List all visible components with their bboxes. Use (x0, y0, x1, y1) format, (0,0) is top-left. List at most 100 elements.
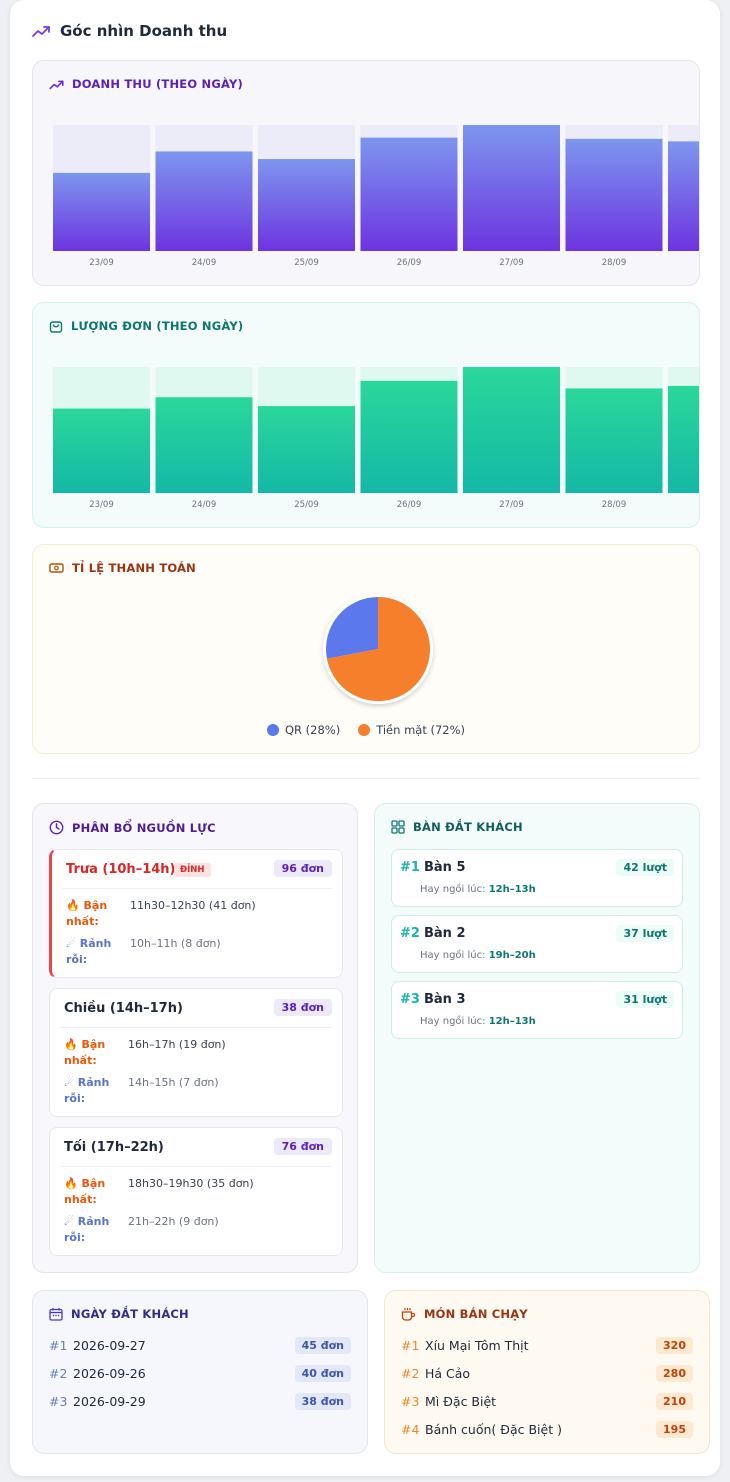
popular-tables-card: BÀN ĐẮT KHÁCH #1 Bàn 5 42 lượt Hay ngồi … (374, 803, 700, 1273)
revenue-bar[interactable] (155, 151, 253, 251)
x-tick-label: 26/09 (397, 258, 422, 268)
busiest-label-text: Bận nhất: (66, 899, 108, 928)
shift-card-afternoon: Chiều (14h–17h) 38 đơn 🔥 Bận nhất: 16h–1… (49, 988, 343, 1117)
table-rank-item[interactable]: #1 Bàn 5 42 lượt Hay ngồi lúc: 12h–13h (391, 849, 683, 907)
shift-name: Tối (17h–22h) (64, 1140, 164, 1155)
table-rank: #1 (400, 860, 420, 875)
x-tick-label: 24/09 (192, 258, 217, 268)
shift-divider (62, 888, 332, 889)
orders-bar[interactable] (53, 408, 150, 493)
dish-name: Há Cảo (425, 1365, 471, 1381)
page-title: Góc nhìn Doanh thu (60, 22, 228, 40)
coffee-cup-icon (401, 1308, 416, 1321)
busiest-value: 16h–17h (19 đơn) (128, 1038, 226, 1051)
table-name: Bàn 2 (424, 926, 466, 941)
busy-day-row[interactable]: #3 2026-09-29 38 đơn (49, 1391, 351, 1411)
shift-order-count: 76 đơn (273, 1138, 332, 1155)
orders-bar[interactable] (155, 397, 253, 493)
best-sellers-header: MÓN BÁN CHẠY (401, 1307, 528, 1321)
idle-label-text: Rảnh rỗi: (64, 1215, 110, 1244)
shift-divider (60, 1166, 332, 1167)
revenue-bar[interactable] (258, 159, 355, 251)
revenue-bar[interactable] (565, 138, 663, 251)
fire-icon: 🔥 (66, 899, 80, 912)
usual-time-value: 12h–13h (488, 1016, 536, 1027)
table-rank-item[interactable]: #3 Bàn 3 31 lượt Hay ngồi lúc: 12h–13h (391, 981, 683, 1039)
peak-badge: ĐỈNH (174, 863, 211, 877)
pie-slice[interactable] (326, 597, 378, 659)
payment-ratio-title: TỈ LỆ THANH TOÁN (72, 561, 196, 575)
table-usual-time: Hay ngồi lúc: 19h–20h (420, 950, 536, 961)
busiest-value: 11h30–12h30 (41 đơn) (130, 899, 256, 912)
revenue-bar[interactable] (463, 125, 560, 251)
busy-day-row[interactable]: #2 2026-09-26 40 đơn (49, 1363, 351, 1383)
table-name: Bàn 5 (424, 860, 466, 875)
trending-up-icon (32, 26, 50, 37)
payment-pie-chart (323, 594, 433, 704)
day-order-count: 38 đơn (294, 1392, 351, 1410)
usual-time-label: Hay ngồi lúc: (420, 1016, 486, 1027)
idle-label: ☄ Rảnh rỗi: (66, 936, 126, 968)
revenue-bar[interactable] (668, 141, 699, 251)
busiest-label: 🔥 Bận nhất: (66, 898, 126, 930)
dish-row[interactable]: #4 Bánh cuốn( Đặc Biệt ) 195 (401, 1419, 693, 1439)
busiest-label: 🔥 Bận nhất: (64, 1176, 124, 1208)
day-rank: #2 (49, 1365, 68, 1381)
shift-name: Chiều (14h–17h) (64, 1001, 183, 1016)
orders-bar[interactable] (258, 406, 355, 493)
revenue-bar[interactable] (360, 137, 458, 251)
x-tick-label: 25/09 (294, 500, 319, 510)
day-rank: #3 (49, 1393, 68, 1409)
x-tick-label: 23/09 (89, 500, 114, 510)
table-visit-count: 42 lượt (616, 859, 674, 876)
busy-day-row[interactable]: #1 2026-09-27 45 đơn (49, 1335, 351, 1355)
dish-rank: #2 (401, 1365, 420, 1381)
day-date: 2026-09-29 (73, 1393, 146, 1409)
page-header: Góc nhìn Doanh thu (32, 22, 227, 40)
x-tick-label: 27/09 (499, 500, 524, 510)
legend-dot-qr (266, 724, 279, 736)
shift-order-count: 38 đơn (273, 999, 332, 1016)
orders-bar[interactable] (565, 388, 663, 493)
relax-icon: ☄ (64, 1076, 74, 1089)
dish-name: Xíu Mại Tôm Thịt (425, 1337, 529, 1353)
legend-item-qr: QR (28%) (266, 723, 340, 737)
dish-rank: #4 (401, 1421, 420, 1437)
table-name: Bàn 3 (424, 992, 466, 1007)
dish-name: Bánh cuốn( Đặc Biệt ) (425, 1421, 562, 1437)
busy-days-header: NGÀY ĐẮT KHÁCH (49, 1307, 189, 1321)
x-tick-label: 26/09 (397, 500, 422, 510)
pie-slice[interactable] (326, 597, 431, 701)
day-rank: #1 (49, 1337, 68, 1353)
busiest-value: 18h30–19h30 (35 đơn) (128, 1177, 254, 1190)
popular-tables-header: BÀN ĐẮT KHÁCH (391, 820, 523, 834)
revenue-chart-card: DOANH THU (THEO NGÀY) 23/09 24/09 25/09 26/… (32, 60, 700, 286)
orders-bar[interactable] (668, 385, 699, 493)
table-rank-item[interactable]: #2 Bàn 2 37 lượt Hay ngồi lúc: 19h–20h (391, 915, 683, 973)
usual-time-label: Hay ngồi lúc: (420, 950, 486, 961)
table-visit-count: 37 lượt (616, 925, 674, 942)
x-tick-label: 25/09 (294, 258, 319, 268)
x-tick-label: 28/09 (602, 500, 627, 510)
dish-row[interactable]: #2 Há Cảo 280 (401, 1363, 693, 1383)
legend-label-cash: Tiền mặt (72%) (376, 723, 466, 737)
table-rank: #2 (400, 926, 420, 941)
table-usual-time: Hay ngồi lúc: 12h–13h (420, 1016, 536, 1027)
dish-sold-count: 210 (656, 1392, 693, 1410)
idle-value: 10h–11h (8 đơn) (130, 937, 221, 950)
trending-up-icon (49, 80, 64, 89)
usual-time-label: Hay ngồi lúc: (420, 884, 486, 895)
orders-chart-card: LƯỢNG ĐƠN (THEO NGÀY) 23/09 24/09 25/09 26/… (32, 302, 700, 528)
day-date: 2026-09-26 (73, 1365, 146, 1381)
shift-name: Trưa (10h–14h) (66, 862, 176, 877)
legend-dot-cash (358, 724, 371, 736)
popular-tables-title: BÀN ĐẮT KHÁCH (413, 820, 523, 834)
dish-sold-count: 195 (656, 1420, 693, 1438)
orders-bar[interactable] (360, 380, 458, 493)
orders-bar[interactable] (463, 367, 560, 493)
revenue-bar[interactable] (53, 172, 150, 251)
best-sellers-card: MÓN BÁN CHẠY #1 Xíu Mại Tôm Thịt 320 #2 … (384, 1290, 710, 1454)
resource-allocation-header: PHÂN BỔ NGUỒN LỰC (49, 820, 216, 835)
dish-row[interactable]: #3 Mì Đặc Biệt 210 (401, 1391, 693, 1411)
dish-row[interactable]: #1 Xíu Mại Tôm Thịt 320 (401, 1335, 693, 1355)
